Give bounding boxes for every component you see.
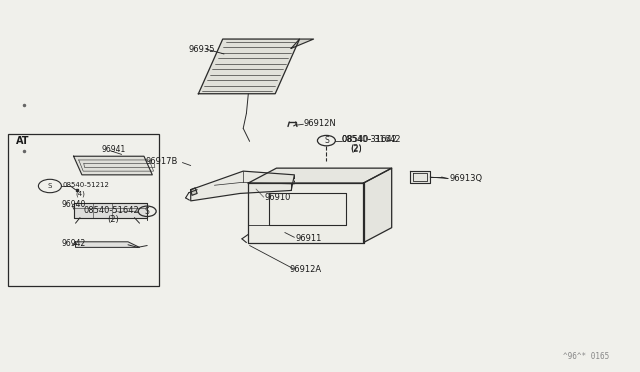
Polygon shape: [248, 183, 364, 243]
Text: (2): (2): [351, 144, 362, 153]
Text: 08540-31642: 08540-31642: [342, 135, 397, 144]
Text: 96912N: 96912N: [304, 119, 337, 128]
Text: S: S: [145, 207, 150, 216]
Text: 08540-51212: 08540-51212: [63, 182, 109, 188]
Text: AT: AT: [16, 137, 29, 146]
Text: (2): (2): [351, 145, 362, 154]
Polygon shape: [364, 168, 392, 243]
Polygon shape: [191, 171, 294, 201]
Text: 96940: 96940: [61, 200, 86, 209]
Text: 96910: 96910: [265, 193, 291, 202]
Polygon shape: [291, 39, 314, 48]
Polygon shape: [198, 39, 300, 94]
Text: 96935: 96935: [188, 45, 214, 54]
Text: S: S: [48, 183, 52, 189]
Text: 96912A: 96912A: [289, 265, 321, 274]
FancyBboxPatch shape: [8, 134, 159, 286]
Text: (2): (2): [108, 215, 119, 224]
Polygon shape: [74, 156, 152, 175]
Text: S: S: [324, 136, 329, 145]
Text: 96911: 96911: [296, 234, 322, 243]
Polygon shape: [248, 168, 392, 183]
Text: 96917B: 96917B: [146, 157, 179, 166]
Polygon shape: [191, 188, 197, 195]
Text: ^96^* 0165: ^96^* 0165: [563, 352, 609, 361]
Text: (4): (4): [76, 191, 85, 198]
Polygon shape: [410, 171, 430, 183]
Polygon shape: [74, 203, 147, 218]
Polygon shape: [76, 242, 140, 247]
Text: 96913Q: 96913Q: [449, 174, 483, 183]
Text: 08540-51642: 08540-51642: [83, 206, 139, 215]
Text: 96942: 96942: [61, 239, 86, 248]
Text: 08540-⁠ 31642: 08540-⁠ 31642: [342, 135, 400, 144]
Text: 96941: 96941: [101, 145, 125, 154]
